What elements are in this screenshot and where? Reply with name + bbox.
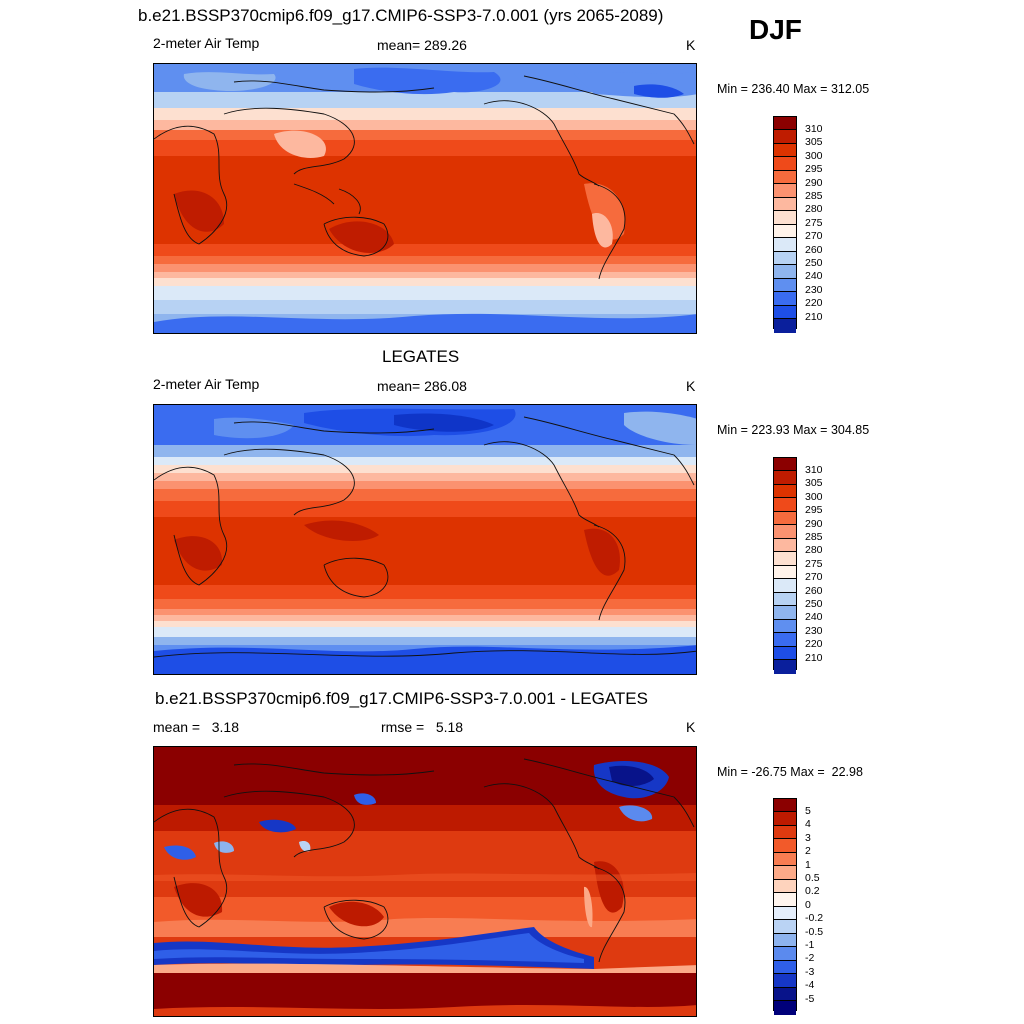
colorbar-tick: 280 <box>805 544 823 557</box>
panel2-map <box>153 404 697 675</box>
colorbar-tick: 0.2 <box>805 885 820 898</box>
colorbar-tick: 4 <box>805 818 811 831</box>
colorbar-tick: 250 <box>805 257 823 269</box>
colorbar-tick: 300 <box>805 149 823 162</box>
colorbar-tick: 2 <box>805 845 811 858</box>
panel3-minmax: Min = -26.75 Max = 22.98 <box>717 765 863 779</box>
colorbar-tick: -3 <box>805 965 815 978</box>
panel2-minmax: Min = 223.93 Max = 304.85 <box>717 423 870 437</box>
panel1-minmax: Min = 236.40 Max = 312.05 <box>717 82 870 96</box>
panel1-mean: mean= 289.26 <box>377 37 467 53</box>
panel1-title: b.e21.BSSP370cmip6.f09_g17.CMIP6-SSP3-7.… <box>138 6 664 25</box>
colorbar-tick: 240 <box>805 611 823 624</box>
colorbar-tick: 230 <box>805 624 823 637</box>
colorbar-tick: 310 <box>805 464 823 476</box>
colorbar-tick: 285 <box>805 190 823 202</box>
colorbar-tick: 305 <box>805 136 823 149</box>
colorbar-tick: 305 <box>805 477 823 490</box>
panel2-variable: 2-meter Air Temp <box>153 376 260 392</box>
colorbar-tick: -5 <box>805 992 815 1005</box>
panel3-title: b.e21.BSSP370cmip6.f09_g17.CMIP6-SSP3-7.… <box>155 689 648 708</box>
panel2-colorbar <box>773 457 797 674</box>
panel3-units: K <box>686 719 696 735</box>
colorbar-tick: 210 <box>805 651 823 664</box>
colorbar-tick: 260 <box>805 584 823 597</box>
colorbar-tick: 250 <box>805 598 823 610</box>
panel1-map <box>153 63 697 334</box>
colorbar-tick: 0.5 <box>805 872 820 884</box>
colorbar-tick: -4 <box>805 979 815 992</box>
colorbar-tick: 0 <box>805 898 811 911</box>
panel3-rmse: rmse = 5.18 <box>381 719 464 735</box>
panel1-colorbar <box>773 116 797 333</box>
colorbar-tick: -2 <box>805 952 815 965</box>
colorbar-tick: -1 <box>805 939 815 951</box>
panel3-map <box>153 746 697 1017</box>
colorbar-tick: 280 <box>805 203 823 216</box>
colorbar-tick: 300 <box>805 490 823 503</box>
panel2-mean: mean= 286.08 <box>377 378 467 394</box>
colorbar-tick: 220 <box>805 297 823 310</box>
colorbar-tick: 270 <box>805 230 823 243</box>
colorbar-tick: 295 <box>805 163 823 176</box>
panel1-units: K <box>686 37 696 53</box>
colorbar-tick: 260 <box>805 243 823 256</box>
panel3-mean: mean = 3.18 <box>153 719 240 735</box>
colorbar-tick: 220 <box>805 638 823 651</box>
colorbar-tick: 295 <box>805 504 823 517</box>
panel1-variable: 2-meter Air Temp <box>153 35 260 51</box>
colorbar-tick: 310 <box>805 123 823 135</box>
colorbar-tick: 275 <box>805 557 823 570</box>
colorbar-tick: 285 <box>805 531 823 543</box>
colorbar-tick: 230 <box>805 283 823 296</box>
panel2-units: K <box>686 378 696 394</box>
colorbar-tick: 290 <box>805 517 823 530</box>
colorbar-tick: 270 <box>805 571 823 584</box>
colorbar-tick: 290 <box>805 176 823 189</box>
colorbar-tick: -0.2 <box>805 912 824 925</box>
colorbar-tick: 275 <box>805 216 823 229</box>
colorbar-tick: 240 <box>805 270 823 283</box>
season-label: DJF <box>749 14 802 45</box>
panel2-title: LEGATES <box>382 347 460 366</box>
colorbar-tick: 1 <box>805 858 811 871</box>
colorbar-tick: -0.5 <box>805 925 824 938</box>
colorbar-tick: 3 <box>805 831 811 844</box>
colorbar-tick: 210 <box>805 310 823 323</box>
colorbar-tick: 5 <box>805 805 811 817</box>
panel3-colorbar <box>773 798 797 1015</box>
